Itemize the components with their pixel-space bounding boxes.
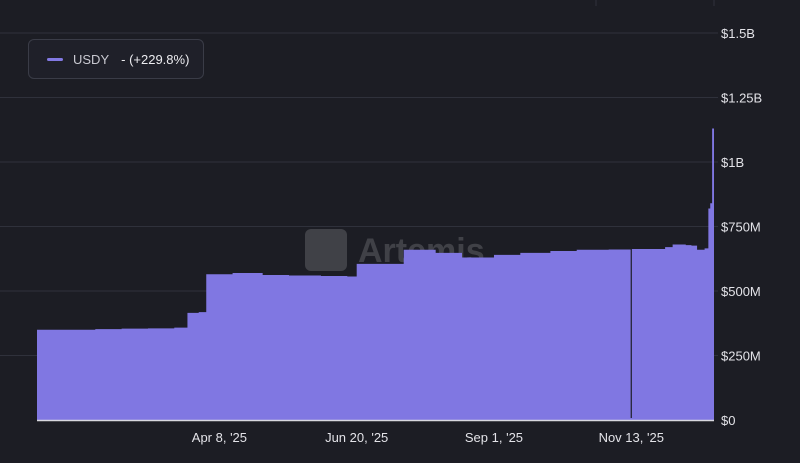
x-tick-label: Sep 1, '25 xyxy=(465,430,523,445)
y-tick-label: $1.5B xyxy=(721,26,755,41)
legend-box[interactable]: USDY - (+229.8%) xyxy=(28,39,205,79)
y-tick-label: $250M xyxy=(721,349,761,364)
axes: $0 $250M $500M $750M $1B $1.25B $1.5B Apr 8, '2… xyxy=(37,26,762,445)
y-tick-label: $1.25B xyxy=(721,91,762,106)
artemis-logo-icon xyxy=(305,229,347,271)
legend-series-name: USDY xyxy=(73,51,110,67)
x-tick-label: Jun 20, '25 xyxy=(325,430,388,445)
y-tick-label: $500M xyxy=(721,284,761,299)
y-tick-label: $750M xyxy=(721,220,761,235)
legend-change-value: - (+229.8%) xyxy=(121,51,190,67)
legend-swatch-icon xyxy=(47,57,63,61)
x-tick-label: Nov 13, '25 xyxy=(599,430,664,445)
area-series[interactable] xyxy=(37,100,714,420)
y-tick-label: $0 xyxy=(721,413,735,428)
x-tick-label: Apr 8, '25 xyxy=(192,430,247,445)
series-area-usdy[interactable] xyxy=(37,100,714,420)
y-tick-label: $1B xyxy=(721,155,744,170)
